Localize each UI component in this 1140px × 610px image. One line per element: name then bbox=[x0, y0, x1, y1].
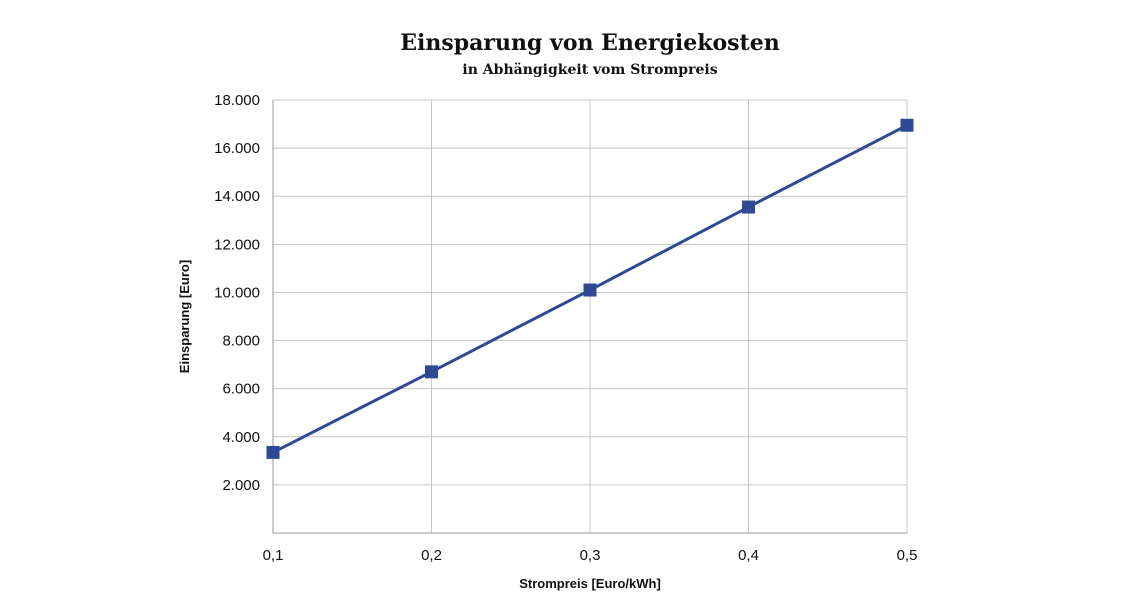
y-tick-label: 14.000 bbox=[214, 188, 260, 205]
x-tick-label: 0,1 bbox=[263, 547, 284, 564]
y-tick-label: 18.000 bbox=[214, 92, 260, 109]
x-tick-label: 0,5 bbox=[897, 547, 918, 564]
y-tick-label: 4.000 bbox=[222, 429, 260, 446]
axes bbox=[272, 100, 907, 534]
data-point-marker bbox=[583, 283, 597, 297]
y-tick-label: 8.000 bbox=[222, 333, 260, 350]
x-axis-label: Strompreis [Euro/kWh] bbox=[519, 576, 661, 591]
y-tick-label: 16.000 bbox=[214, 140, 260, 157]
x-tick-label: 0,4 bbox=[738, 547, 759, 564]
data-point-marker bbox=[425, 365, 438, 379]
x-tick-label: 0,3 bbox=[580, 547, 601, 564]
data-point-marker bbox=[900, 118, 914, 132]
y-tick-label: 6.000 bbox=[222, 381, 260, 398]
chart-title: Einsparung von Energiekosten bbox=[400, 30, 780, 56]
x-tick-labels: 0,1 0,2 0,3 0,4 0,5 bbox=[263, 547, 918, 564]
y-axis-label: Einsparung [Euro] bbox=[177, 260, 192, 373]
data-point-marker bbox=[742, 200, 755, 214]
y-tick-labels: 2.000 4.000 6.000 8.000 10.000 12.000 14.000 16… bbox=[214, 92, 260, 494]
y-tick-label: 2.000 bbox=[222, 477, 260, 494]
data-point-marker bbox=[266, 445, 280, 459]
series-group bbox=[266, 118, 914, 459]
chart-subtitle: in Abhängigkeit vom Strompreis bbox=[462, 62, 718, 78]
y-tick-label: 10.000 bbox=[214, 284, 260, 301]
grid-lines bbox=[272, 99, 908, 533]
x-tick-label: 0,2 bbox=[421, 547, 442, 564]
y-tick-label: 12.000 bbox=[214, 236, 260, 253]
